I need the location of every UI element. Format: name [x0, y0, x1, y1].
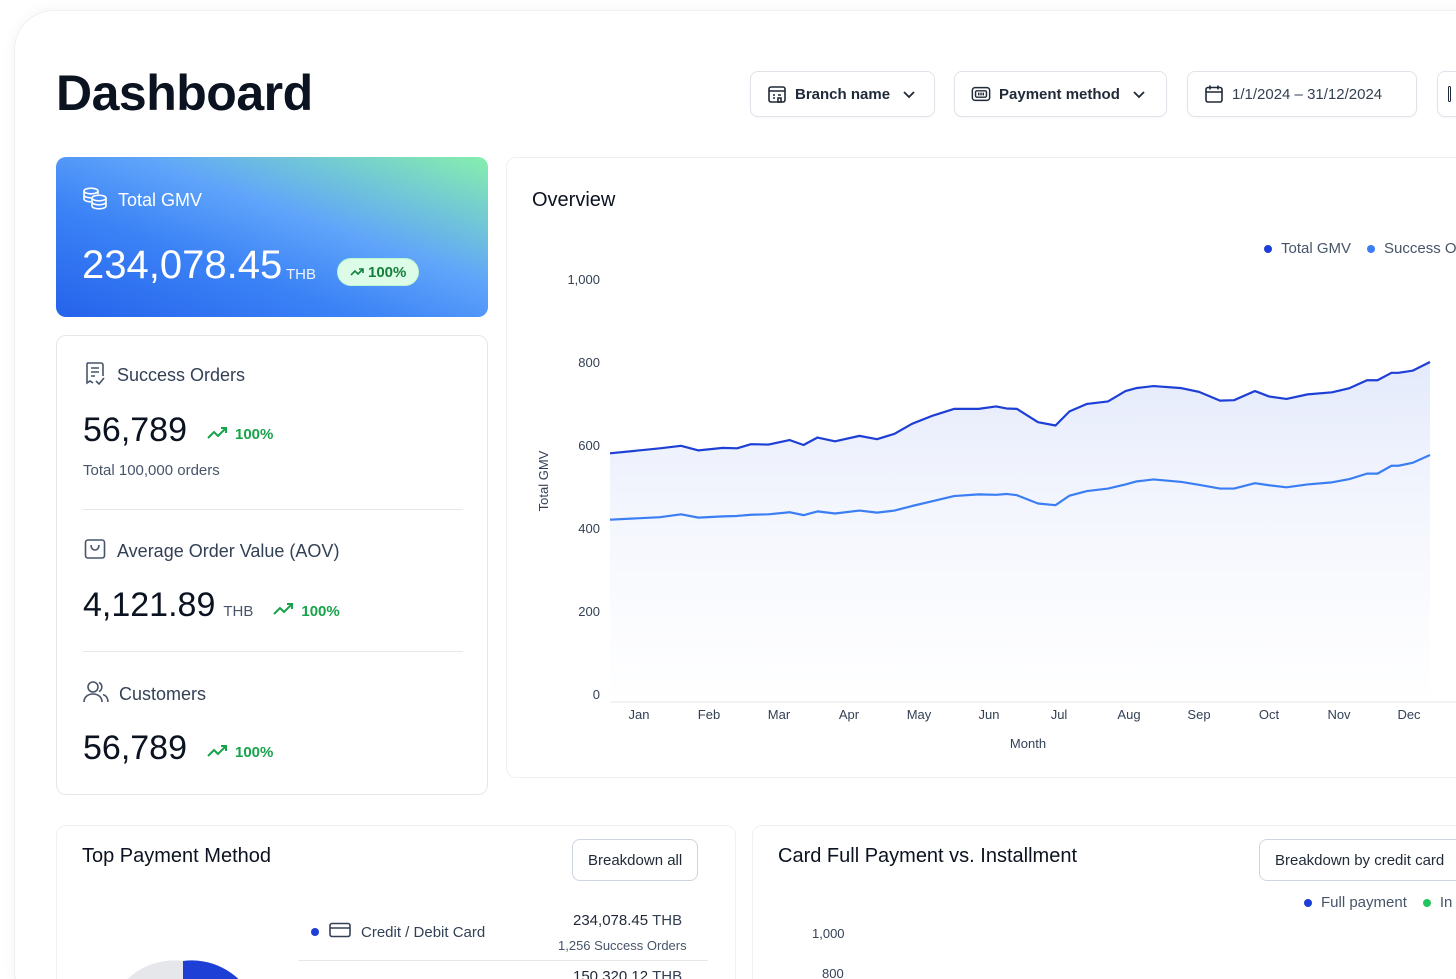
aov-label-row: Average Order Value (AOV) [83, 537, 340, 566]
breakdown-all-button[interactable]: Breakdown all [572, 839, 699, 881]
branch-filter-button[interactable]: Branch name [750, 71, 935, 117]
trend-up-icon [350, 264, 364, 281]
trend-up-icon [207, 426, 229, 444]
donut-slice-other [127, 960, 183, 979]
y-tick-label: 800 [822, 966, 844, 979]
amount-unit: THB [652, 912, 683, 929]
aov-label: Average Order Value (AOV) [117, 541, 340, 561]
button-icon [1448, 86, 1451, 102]
legend-dot [1422, 898, 1431, 907]
payment-method-filter-label: Payment method [999, 85, 1120, 103]
trend-up-icon [207, 744, 229, 762]
amount-value: 150,320.12 [573, 968, 649, 979]
customers-trend-value: 100% [235, 744, 274, 761]
divider [298, 960, 708, 961]
customers-value: 56,789 [83, 729, 187, 767]
legend-label: Total GMV [1281, 240, 1352, 257]
legend-item-installment: In [1422, 894, 1453, 911]
divider [83, 509, 463, 510]
aov-stat: Average Order Value (AOV) 4,121.89 THB 1… [83, 537, 340, 625]
chevron-down-icon [902, 87, 916, 101]
customers-stat: Customers 56,789 100% [83, 680, 273, 768]
branch-filter-label: Branch name [795, 85, 891, 103]
success-orders-value: 56,789 [83, 411, 187, 449]
receipt-check-icon [83, 360, 107, 391]
calendar-icon [1204, 84, 1224, 104]
success-orders-label-row: Success Orders [83, 360, 273, 391]
amount-unit: THB [652, 968, 683, 979]
aov-value: 4,121.89 [83, 586, 216, 624]
y-tick-label: 1,000 [812, 926, 845, 941]
breakdown-by-credit-card-button[interactable]: Breakdown by credit card [1259, 839, 1456, 881]
total-gmv-label: Total GMV [118, 190, 203, 210]
legend-label: Success O [1384, 240, 1456, 257]
success-orders-stat: Success Orders 56,789 100% Total 100,000… [83, 360, 273, 479]
success-orders-trend: 100% [207, 426, 273, 444]
bag-icon [83, 537, 107, 566]
payment-method-name: Credit / Debit Card [361, 923, 486, 941]
success-orders-trend-value: 100% [235, 426, 274, 443]
legend-item-success-orders: Success O [1367, 240, 1456, 257]
credit-card-icon [329, 922, 351, 942]
payment-row-2-amount: 150,320.12 THB [573, 968, 682, 979]
date-range-label: 1/1/2024 – 31/12/2024 [1232, 85, 1383, 103]
card-payment-legend: Full payment In [1304, 894, 1452, 911]
total-gmv-label-row: Total GMV [82, 186, 202, 215]
date-range-filter-button[interactable]: 1/1/2024 – 31/12/2024 [1187, 71, 1417, 117]
page-title: Dashboard [56, 65, 313, 121]
stats-card: Success Orders 56,789 100% Total 100,000… [56, 335, 488, 795]
total-gmv-trend-value: 100% [368, 263, 407, 281]
total-gmv-trend-badge: 100% [337, 258, 420, 286]
legend-dot [311, 928, 319, 936]
divider [83, 651, 463, 652]
coins-icon [82, 186, 108, 215]
card-payment-title: Card Full Payment vs. Installment [778, 845, 1077, 867]
payment-method-amount: 234,078.45 THB [573, 912, 682, 929]
payment-card-icon [971, 84, 991, 104]
legend-dot [1264, 244, 1272, 253]
donut-slice-card [183, 960, 239, 979]
overview-legend: Total GMV Success O [1264, 240, 1456, 257]
legend-dot [1304, 898, 1312, 907]
overview-title: Overview [532, 189, 616, 211]
customers-trend: 100% [207, 744, 273, 762]
payment-method-name-row: Credit / Debit Card [311, 922, 485, 942]
total-gmv-card: Total GMV 234,078.45 THB 100% [56, 157, 488, 317]
legend-item-full-payment: Full payment [1304, 894, 1407, 911]
aov-trend-value: 100% [301, 602, 340, 620]
payment-method-orders: 1,256 Success Orders [558, 938, 687, 953]
payment-donut-chart [127, 960, 239, 979]
trend-up-icon [273, 602, 295, 620]
legend-label: In [1439, 894, 1453, 911]
amount-value: 234,078.45 [573, 912, 649, 929]
total-gmv-value: 234,078.45 [82, 243, 283, 287]
users-icon [83, 680, 109, 709]
payment-method-filter-button[interactable]: Payment method [954, 71, 1167, 117]
top-payment-title: Top Payment Method [82, 845, 271, 867]
chevron-down-icon [1132, 87, 1146, 101]
legend-label: Full payment [1321, 894, 1407, 911]
extra-filter-button[interactable] [1437, 71, 1456, 117]
success-orders-label: Success Orders [117, 365, 246, 385]
total-gmv-unit: THB [286, 266, 316, 283]
calendar-building-icon [767, 84, 787, 104]
customers-label: Customers [119, 684, 207, 704]
aov-unit: THB [223, 603, 254, 620]
customers-label-row: Customers [83, 680, 273, 709]
success-orders-subtext: Total 100,000 orders [83, 462, 220, 479]
legend-dot [1367, 244, 1376, 253]
legend-item-total-gmv: Total GMV [1264, 240, 1351, 257]
aov-trend: 100% [273, 602, 340, 620]
